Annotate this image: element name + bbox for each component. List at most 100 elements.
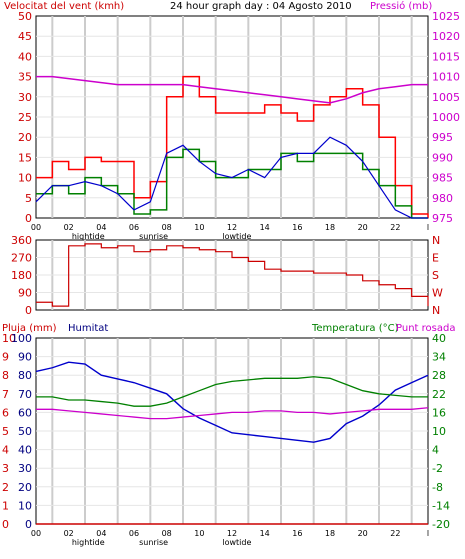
series-gust <box>36 75 429 218</box>
humidity-tick-label: 50 <box>18 425 32 438</box>
humidity-tick-label: 70 <box>18 388 32 401</box>
humidity-title: Humitat <box>68 323 108 334</box>
y-tick-label: 90 <box>18 287 32 300</box>
x-tick-label: 14 <box>260 223 270 232</box>
x-tick-label: 00 <box>31 223 41 232</box>
temperature-title: Temperatura (°C) <box>311 323 399 334</box>
event-hightide: hightide <box>72 232 105 241</box>
x-tick-label: 08 <box>162 529 172 538</box>
rain-tick-label: 10 <box>2 332 16 345</box>
x-tick-label: 20 <box>358 223 368 232</box>
x-tick-label: 10 <box>194 223 204 232</box>
wind-speed-title: Velocitat del vent (kmh) <box>4 1 124 12</box>
x-tick-label: 00 <box>31 529 41 538</box>
compass-label: W <box>432 287 443 300</box>
series-line2 <box>35 136 428 219</box>
y-tick-label: 0 <box>25 212 32 225</box>
x-tick-label: 02 <box>64 223 74 232</box>
series-temperature <box>36 376 428 407</box>
humidity-tick-label: 30 <box>18 462 32 475</box>
y-tick-label: 35 <box>18 71 32 84</box>
y2-tick-label: 1025 <box>432 10 460 23</box>
y2-tick-label: 980 <box>432 192 453 205</box>
humidity-tick-label: 80 <box>18 369 32 382</box>
rain-tick-label: 6 <box>2 406 9 419</box>
rain-tick-label: 5 <box>2 425 9 438</box>
temp-tick-label: 22 <box>432 388 446 401</box>
y-tick-label: 50 <box>18 10 32 23</box>
x-tick-label: 04 <box>96 529 106 538</box>
y2-tick-label: 1010 <box>432 71 460 84</box>
x-tick-label: 20 <box>358 529 368 538</box>
humidity-tick-label: 100 <box>11 332 32 345</box>
temp-tick-label: 34 <box>432 351 446 364</box>
y-tick-label: 180 <box>11 269 32 282</box>
rain-tick-label: 0 <box>2 518 9 531</box>
x-tick-label: 12 <box>227 223 237 232</box>
compass-label: N <box>432 304 440 317</box>
y2-tick-label: 1000 <box>432 111 460 124</box>
temp-tick-label: 10 <box>432 425 446 438</box>
x-tick-label: l <box>427 223 429 232</box>
event-sunrise: sunrise <box>139 232 168 241</box>
rain-tick-label: 3 <box>2 462 9 475</box>
y-tick-label: 20 <box>18 131 32 144</box>
event-lowtide: lowtide <box>222 232 251 241</box>
x-tick-label: 06 <box>129 223 139 232</box>
x-tick-label: 22 <box>390 223 400 232</box>
temp-tick-label: 16 <box>432 406 446 419</box>
y-tick-label: 270 <box>11 252 32 265</box>
rain-title: Pluja (mm) <box>2 323 57 334</box>
y-tick-label: 10 <box>18 172 32 185</box>
y2-tick-label: 1015 <box>432 50 460 63</box>
series-pressure <box>36 75 428 104</box>
x-tick-label: 04 <box>96 223 106 232</box>
x-tick-label: 18 <box>325 529 335 538</box>
x-tick-label: 14 <box>260 529 270 538</box>
x-tick-label: 16 <box>292 529 302 538</box>
x-tick-label: 10 <box>194 529 204 538</box>
humidity-tick-label: 0 <box>25 518 32 531</box>
x-tick-label: 12 <box>227 529 237 538</box>
event-sunrise: sunrise <box>139 538 168 547</box>
pressure-title: Pressió (mb) <box>370 0 432 12</box>
humidity-tick-label: 40 <box>18 444 32 457</box>
temp-tick-label: 40 <box>432 332 446 345</box>
y2-tick-label: 1005 <box>432 91 460 104</box>
y-tick-label: 0 <box>25 304 32 317</box>
x-tick-label: 06 <box>129 529 139 538</box>
x-tick-label: 22 <box>390 529 400 538</box>
series-dewpoint <box>36 407 429 420</box>
y-tick-label: 360 <box>11 234 32 247</box>
dewpoint-title: Punt rosada <box>396 323 455 334</box>
chart-title: 24 hour graph day : 04 Agosto 2010 <box>170 1 352 12</box>
y2-tick-label: 985 <box>432 172 453 185</box>
series-direction <box>36 243 429 307</box>
rain-tick-label: 1 <box>2 499 9 512</box>
rain-tick-label: 7 <box>2 388 9 401</box>
humidity-tick-label: 20 <box>18 481 32 494</box>
temp-tick-label: -2 <box>432 462 443 475</box>
x-tick-label: 02 <box>64 529 74 538</box>
y-tick-label: 5 <box>25 192 32 205</box>
humidity-tick-label: 10 <box>18 499 32 512</box>
y2-tick-label: 975 <box>432 212 453 225</box>
x-tick-label: 08 <box>162 223 172 232</box>
compass-label: E <box>432 252 439 265</box>
y-tick-label: 30 <box>18 91 32 104</box>
rain-tick-label: 2 <box>2 481 9 494</box>
compass-label: S <box>432 269 439 282</box>
y2-tick-label: 990 <box>432 151 453 164</box>
y2-tick-label: 1020 <box>432 30 460 43</box>
rain-tick-label: 4 <box>2 444 9 457</box>
y2-tick-label: 995 <box>432 131 453 144</box>
x-tick-label: l <box>427 529 429 538</box>
humidity-tick-label: 90 <box>18 351 32 364</box>
humidity-tick-label: 60 <box>18 406 32 419</box>
x-tick-label: 18 <box>325 223 335 232</box>
temp-tick-label: -8 <box>432 481 443 494</box>
rain-tick-label: 9 <box>2 351 9 364</box>
temp-tick-label: -14 <box>432 499 450 512</box>
temp-tick-label: 4 <box>432 444 439 457</box>
y-tick-label: 15 <box>18 151 32 164</box>
